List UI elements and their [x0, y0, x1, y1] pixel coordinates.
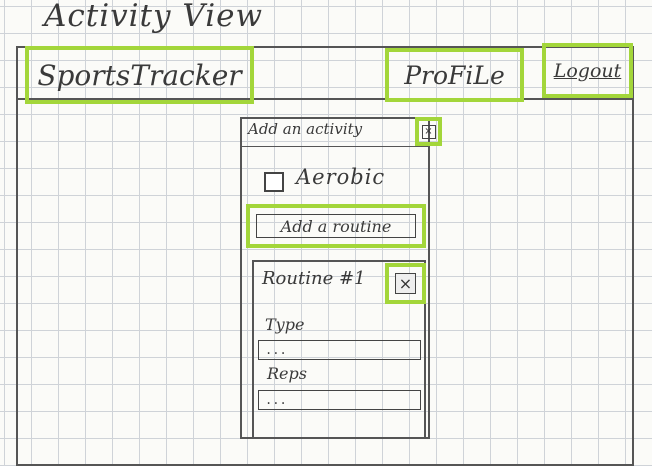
dialog-title: Add an activity: [248, 120, 363, 138]
type-input[interactable]: [258, 340, 421, 360]
aerobic-label: Aerobic: [296, 165, 386, 189]
dialog-close-button[interactable]: ×: [415, 117, 442, 146]
close-icon: ×: [395, 273, 416, 294]
dialog-title-divider: [240, 146, 430, 147]
close-icon: ×: [421, 124, 436, 139]
header-divider: [16, 98, 634, 100]
logout-label: Logout: [553, 59, 622, 82]
profile-button[interactable]: ProFiLe: [385, 48, 524, 102]
brand-link[interactable]: SportsTracker: [25, 46, 254, 104]
reps-label: Reps: [267, 364, 307, 383]
routine-close-button[interactable]: ×: [385, 263, 426, 304]
add-routine-button[interactable]: Add a routine: [246, 204, 426, 248]
routine-title: Routine #1: [262, 268, 366, 289]
add-routine-button-frame: [256, 214, 416, 238]
page-title: Activity View: [44, 0, 264, 34]
type-label: Type: [265, 315, 305, 334]
aerobic-checkbox[interactable]: [264, 172, 284, 192]
add-routine-label: Add a routine: [280, 216, 392, 236]
routine-panel: [252, 260, 426, 439]
logout-button[interactable]: Logout: [542, 43, 633, 98]
add-activity-dialog: [240, 117, 430, 439]
reps-input[interactable]: [258, 390, 421, 410]
